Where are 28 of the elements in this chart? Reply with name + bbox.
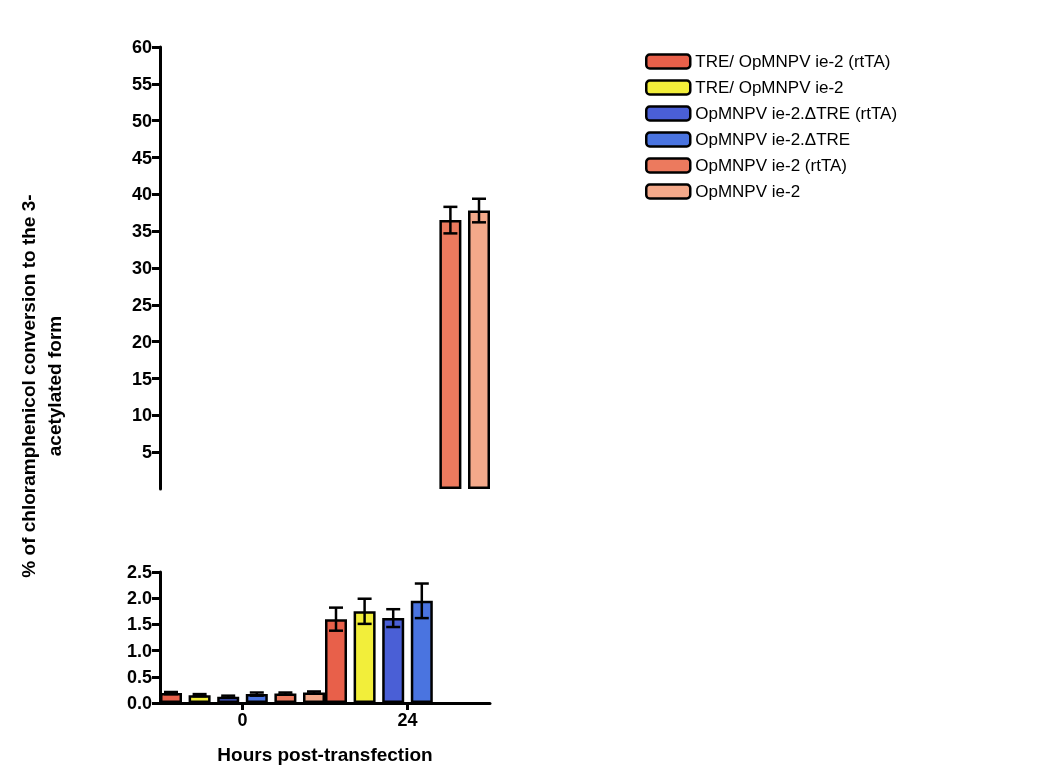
y-tick-label: 5	[141, 442, 152, 463]
legend-label: TRE/ OpMNPV ie-2 (rtTA)	[695, 52, 891, 71]
y-tick-label: 15	[131, 368, 152, 389]
legend-label: OpMNPV ie-2	[695, 182, 801, 201]
y-tick-label: 1.0	[126, 640, 152, 661]
y-tick-label: 1.5	[126, 614, 152, 635]
y-tick-label: 30	[131, 258, 152, 278]
y-tick-label: 0.5	[126, 666, 152, 687]
x-tick-label: 24	[397, 710, 418, 730]
x-axis-title: Hours post-transfection	[217, 744, 433, 765]
y-tick-label: 35	[131, 221, 152, 242]
legend-label: OpMNPV ie-2.ΔTRE	[695, 130, 851, 149]
y-tick-label: 40	[131, 184, 152, 205]
legend-label: OpMNPV ie-2 (rtTA)	[695, 156, 848, 175]
y-axis-title: % of chloramphenicol conversion to the 3-acetylated form	[17, 193, 66, 580]
y-tick-label: 50	[131, 110, 152, 131]
y-tick-label: 55	[131, 73, 152, 94]
y-tick-label: 25	[131, 294, 152, 315]
y-tick-label: 2.5	[126, 562, 152, 582]
legend-label: TRE/ OpMNPV ie-2	[695, 78, 844, 97]
y-tick-label: 2.0	[126, 588, 152, 609]
y-tick-label: 10	[131, 405, 152, 426]
y-tick-label: 20	[131, 331, 152, 352]
y-tick-label: 0.0	[126, 693, 152, 713]
y-tick-label: 60	[131, 37, 152, 57]
x-tick-label: 0	[237, 710, 248, 730]
y-tick-label: 45	[131, 147, 152, 168]
legend-label: OpMNPV ie-2.ΔTRE (rtTA)	[695, 104, 898, 123]
